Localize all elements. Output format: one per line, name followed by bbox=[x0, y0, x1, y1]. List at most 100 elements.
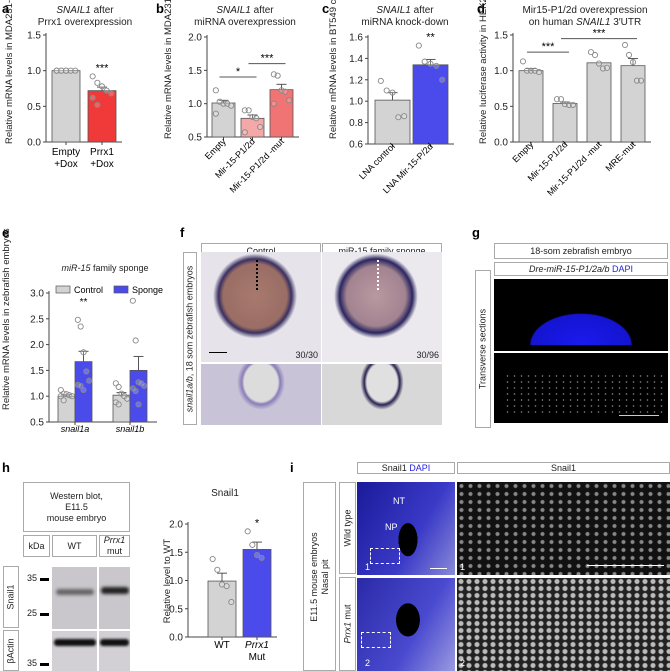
data-point bbox=[132, 387, 139, 395]
y-tick-label: 0.6 bbox=[349, 140, 363, 151]
mut-header: Prrx1 mut bbox=[99, 535, 130, 557]
bar bbox=[87, 90, 117, 143]
wt-header: WT bbox=[52, 535, 97, 557]
bar bbox=[207, 580, 237, 638]
data-point bbox=[421, 58, 428, 65]
mut-actin-blot bbox=[99, 631, 130, 671]
section-line bbox=[256, 260, 258, 290]
marker-band bbox=[40, 578, 49, 581]
x-tick-label: +Dox bbox=[90, 159, 114, 170]
g-subheader: Dre-miR-15-P1/2a/b DAPI bbox=[494, 262, 668, 276]
legend-label: Sponge bbox=[132, 285, 163, 295]
data-point bbox=[115, 401, 122, 408]
data-point bbox=[270, 100, 277, 107]
title-line2: miRNA overexpression bbox=[194, 17, 296, 28]
inset-number: 1 bbox=[460, 562, 466, 572]
data-point bbox=[587, 49, 595, 56]
data-point bbox=[401, 113, 408, 120]
data-point bbox=[62, 67, 70, 74]
bar bbox=[620, 65, 646, 143]
legend-label: Control bbox=[74, 285, 103, 295]
control-section-image bbox=[201, 364, 321, 425]
bar bbox=[374, 99, 411, 145]
y-tick-label: 2.5 bbox=[30, 314, 44, 325]
wt-actin-blot bbox=[52, 631, 97, 671]
marker-35-actin: 35 bbox=[27, 658, 38, 668]
y-tick-label: 0.5 bbox=[494, 102, 508, 113]
y-tick-label: 0.5 bbox=[30, 418, 44, 429]
panel-label-c: c bbox=[322, 1, 330, 16]
data-point bbox=[129, 297, 136, 304]
side-text: Transverse sections bbox=[477, 308, 488, 390]
i-header-dapi: Snail1 DAPI bbox=[357, 462, 455, 474]
data-point bbox=[86, 377, 93, 384]
chart-a-title: SNAIL1 after Prrx1 overexpression bbox=[20, 5, 150, 29]
row-prrx1-mut: Prrx1 mut bbox=[339, 577, 356, 671]
data-point bbox=[557, 96, 565, 103]
chart-h-title: Snail1 bbox=[211, 488, 239, 499]
significance-marker: * bbox=[236, 66, 241, 78]
title-gene: SNAIL1 bbox=[376, 5, 411, 16]
chart-e-title: miR-15 family sponge bbox=[40, 262, 170, 274]
panel-label-a: a bbox=[2, 1, 10, 16]
title-rest: after bbox=[410, 5, 434, 16]
x-tick-label: WT bbox=[214, 640, 230, 651]
gene-name: Prrx1 bbox=[103, 535, 126, 545]
data-point bbox=[249, 541, 256, 548]
data-point bbox=[80, 386, 87, 394]
row-text: mut bbox=[342, 604, 352, 622]
data-point bbox=[228, 102, 235, 109]
panel-label-e: e bbox=[2, 225, 10, 240]
x-tick-label: snail1b bbox=[116, 424, 145, 434]
header-line1: Western blot, bbox=[50, 490, 103, 501]
significance-marker: * bbox=[255, 517, 260, 529]
panel-label-h: h bbox=[2, 460, 10, 475]
row-text: βActin bbox=[5, 637, 16, 664]
y-tick-label: 1.5 bbox=[27, 31, 41, 42]
title-gene: SNAIL1 bbox=[56, 5, 91, 16]
data-point bbox=[439, 76, 446, 83]
chart-b-title: SNAIL1 after miRNA overexpression bbox=[185, 5, 305, 29]
y-tick-label: 1.0 bbox=[169, 576, 183, 587]
y-tick-label: 1.0 bbox=[349, 97, 363, 108]
band bbox=[100, 639, 129, 646]
band bbox=[101, 587, 129, 594]
mut-text: mut bbox=[106, 546, 122, 556]
data-point bbox=[115, 383, 122, 390]
wt-snail1-blot bbox=[52, 567, 97, 629]
i-side-label: E11.5 mouse embryos Nasal pit bbox=[303, 482, 336, 671]
y-tick-label: 0.5 bbox=[27, 102, 41, 113]
x-tick-label: +Dox bbox=[54, 159, 78, 170]
section-line bbox=[377, 260, 379, 290]
significance-marker: *** bbox=[261, 53, 275, 65]
scale-bar bbox=[430, 568, 447, 569]
title-gene: SNAIL1 bbox=[576, 17, 611, 28]
significance-marker: ** bbox=[80, 297, 88, 308]
data-point bbox=[535, 69, 543, 76]
data-point bbox=[253, 115, 260, 122]
data-point bbox=[108, 90, 115, 97]
control-embryo-image: 30/30 bbox=[201, 252, 321, 362]
bar bbox=[518, 70, 544, 143]
data-point bbox=[228, 598, 235, 606]
x-tick-label: Mut bbox=[249, 652, 266, 663]
data-point bbox=[258, 554, 265, 561]
data-point bbox=[74, 316, 81, 323]
wt-snail1-image: 1 bbox=[457, 482, 670, 575]
g-header: 18-som zebrafish embryo bbox=[494, 243, 668, 259]
scale-bar bbox=[209, 352, 227, 353]
data-point bbox=[77, 323, 84, 330]
marker-band bbox=[40, 663, 49, 666]
mut-snail1-image: 2 bbox=[457, 578, 670, 671]
panel-label-g: g bbox=[472, 225, 480, 240]
dapi-section-image bbox=[494, 279, 668, 351]
side-line1: E11.5 mouse embryos bbox=[308, 531, 319, 622]
data-point bbox=[603, 64, 611, 71]
bar bbox=[51, 70, 81, 143]
title-rest: after bbox=[90, 5, 114, 16]
title-line1: Mir15-P1/2d overexpression bbox=[522, 5, 648, 16]
mut-snail1-blot bbox=[99, 567, 130, 629]
inset-number: 1 bbox=[365, 562, 371, 572]
data-point bbox=[427, 60, 434, 67]
bar bbox=[129, 369, 148, 423]
